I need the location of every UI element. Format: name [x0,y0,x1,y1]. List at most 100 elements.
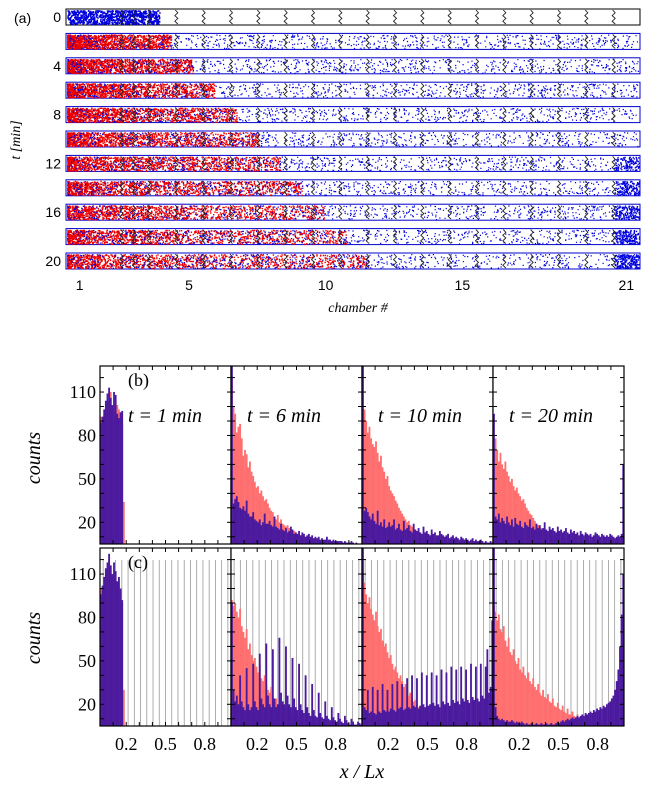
panel-a-chamber-wall [474,58,480,74]
panel-a-chamber-wall [201,180,206,196]
histogram-bar-purple [380,712,382,726]
panel-a-chamber-wall [201,156,206,171]
histogram-bar-purple [569,718,572,726]
histogram-bar-red [393,669,395,726]
histogram-bar-purple [517,723,520,726]
panel-a-chamber-wall [529,156,534,171]
panel-a-chamber-wall [392,34,398,49]
panel-a-chamber-wall [119,34,124,49]
histogram-bar-purple [470,539,472,544]
histogram-bar-purple [488,692,490,726]
histogram-bar-purple [542,528,544,544]
panel-a-chamber-wall [584,180,589,196]
panel-a-row [65,57,641,75]
histogram-bar-purple [411,675,413,726]
histogram-bar-purple [355,542,358,544]
panel-a-chamber-wall [365,253,370,269]
histogram-bar-red [515,487,518,544]
histogram-bar-red [550,702,553,726]
histogram-bar-purple [311,535,314,544]
histogram-bar-purple [334,541,336,544]
histogram-bar-purple [447,533,449,544]
histogram-bar-purple [311,684,314,726]
histogram-bar-red [265,499,268,544]
panel-a-chamber-wall [556,131,562,147]
histogram-bar-purple [614,538,617,544]
panel-a-chamber-wall [474,229,480,244]
histogram-bar-purple [317,536,320,544]
panel-a-red-particles [67,83,216,99]
histogram-bar-purple [524,724,526,726]
panel-a-row-tick-label: 0 [53,9,61,25]
panel-a-chamber-wall [174,253,179,269]
histogram-bar-red [365,594,368,726]
histogram-bar-purple [116,413,119,544]
histogram-bar-purple [596,533,598,544]
histogram-bar-purple [267,523,269,544]
histogram-bar-purple [489,686,492,726]
panel-a-chamber-wall [310,9,316,25]
histogram-bar-purple [342,542,345,544]
histogram-bar-purple [525,723,528,726]
histogram-bar-purple [235,695,238,726]
panel-a-chamber-wall [174,58,179,74]
histogram-bar-purple [101,416,104,544]
histogram-bar-purple [533,724,536,726]
panel-a-chamber-wall [174,131,179,147]
panel-a-chamber-wall [119,180,124,196]
histogram-y-tick-label: 50 [78,651,96,671]
panel-a-row [65,81,641,99]
histogram-bar-purple [501,718,504,726]
panel-a-blue-particles [67,180,641,196]
histogram-bar-purple [358,723,361,726]
panel-a-row-tick-label: 8 [53,107,61,123]
panel-a-chamber-wall [256,229,261,244]
histogram-bar-purple [363,707,366,726]
histogram-bar-purple [388,711,391,726]
panel-c-x-tick-label: 0.8 [325,734,348,754]
panel-a-chamber-wall [556,180,562,196]
histogram-bar-red [511,478,513,544]
panel-a-chamber-wall [256,82,261,98]
panel-a-chamber-wall [146,82,152,98]
histogram-bar-purple [312,710,315,726]
histogram-bar-purple [486,649,489,726]
histogram-bar-purple [273,698,276,726]
panel-a-chamber-wall [146,9,152,25]
histogram-bar-purple [435,675,438,726]
panel-a-row-tick-label: 20 [45,253,61,269]
histogram-bar-purple [419,532,422,544]
histogram-bar-purple [301,532,304,544]
histogram-bar-purple [255,520,258,544]
histogram-bar-purple [612,536,615,544]
panel-a-chamber-wall [201,253,206,269]
histogram-bar-red [239,608,242,726]
histogram-bar-red [375,611,377,726]
histogram-bar-purple [291,657,294,726]
panel-a-blue-particles [68,156,641,172]
panel-a-chamber-wall [611,82,616,98]
histogram-bar-red [401,513,404,544]
histogram-bar-red [237,617,240,726]
panel-a-chamber-wall [119,156,124,171]
histogram-bar-purple [257,522,260,544]
panel-a-chamber-wall [502,180,507,196]
panel-a-chamber-wall [256,9,261,25]
histogram-bar-red [235,432,238,544]
histogram-bar-purple [412,523,415,544]
histogram-bar-red [253,481,256,544]
panel-a-chamber-wall [529,253,534,269]
histogram-bar-purple [244,510,246,544]
panel-a-chamber-wall [131,156,137,171]
panel-a-chamber-wall [174,229,179,244]
histogram-bar-purple [402,710,405,726]
histogram-bar-red [363,582,366,726]
histogram-bar-purple [481,541,484,544]
panel-a-chamber-wall [146,131,152,147]
histogram-bar-purple [468,702,471,726]
histogram-bar-purple [438,707,441,726]
histogram-bar-purple [260,698,263,726]
histogram-bar-purple [352,721,355,726]
histogram-bar-purple [399,529,402,544]
